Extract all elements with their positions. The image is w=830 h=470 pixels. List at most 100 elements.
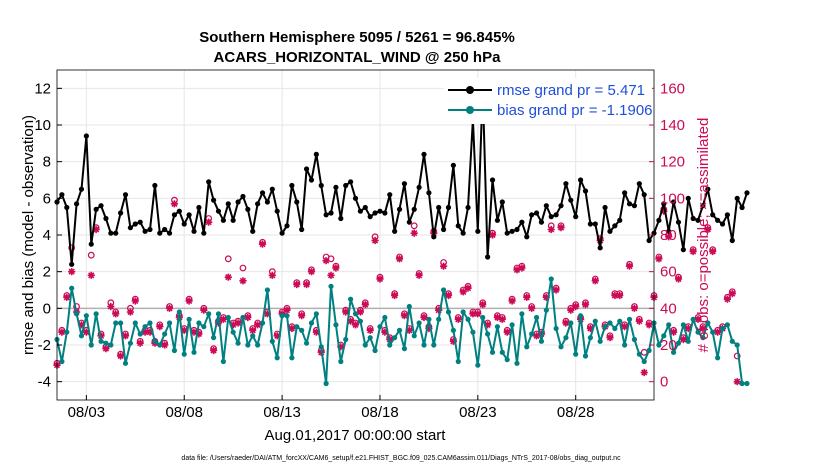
rmse-point <box>705 186 711 192</box>
rmse-point <box>514 226 520 233</box>
obs-assimilated-point <box>400 312 408 320</box>
obs-assimilated-point <box>621 323 629 331</box>
obs-assimilated-point <box>410 229 418 237</box>
obs-assimilated-point <box>508 297 516 305</box>
rmse-point <box>519 219 525 225</box>
y-axis-label-right: # of obs: o=possible; ×=assimilated <box>695 118 712 353</box>
bias-point <box>519 311 525 317</box>
rmse-point <box>162 226 168 233</box>
obs-assimilated-point <box>503 328 511 336</box>
y-axis-label-left: rmse and bias (model - observation) <box>20 115 37 355</box>
bias-point <box>387 342 393 348</box>
y-right-tick-label: 140 <box>660 117 685 134</box>
rmse-point <box>348 179 354 185</box>
obs-assimilated-point <box>63 293 71 301</box>
rmse-point <box>255 201 261 207</box>
obs-assimilated-point <box>195 330 203 338</box>
rmse-point <box>206 179 212 185</box>
rmse-point <box>440 226 447 233</box>
rmse-point <box>274 208 280 214</box>
bias-point <box>401 346 408 352</box>
bias-point <box>617 318 623 324</box>
obs-assimilated-point <box>258 240 267 248</box>
obs-assimilated-point <box>347 317 355 325</box>
rmse-point <box>465 204 471 211</box>
bias-point <box>210 335 217 341</box>
bias-point <box>118 320 124 326</box>
rmse-point <box>533 210 540 216</box>
x-axis-label: Aug.01,2017 00:00:00 start <box>265 427 447 444</box>
bias-point <box>558 344 564 350</box>
bias-point <box>675 340 682 346</box>
obs-assimilated-point <box>557 224 565 232</box>
rmse-point <box>181 221 187 227</box>
rmse-point <box>78 186 85 192</box>
line-layer <box>54 85 750 387</box>
rmse-point <box>284 223 290 229</box>
obs-assimilated-point <box>337 343 345 351</box>
bias-point <box>626 316 633 322</box>
bias-point <box>563 335 569 341</box>
obs-assimilated-point <box>342 308 350 316</box>
rmse-point <box>289 182 295 189</box>
obs-assimilated-point <box>533 332 541 340</box>
bias-point <box>524 344 530 350</box>
bias-point <box>318 344 324 350</box>
obs-assimilated-point <box>156 323 164 331</box>
rmse-point <box>269 186 275 192</box>
bias-point <box>670 349 677 355</box>
rmse-point <box>157 230 163 236</box>
bias-point <box>710 329 716 335</box>
bias-point <box>113 320 119 326</box>
bias-point <box>88 342 94 348</box>
bias-point <box>303 340 310 346</box>
obs-assimilated-point <box>694 315 702 323</box>
rmse-point <box>352 195 359 201</box>
rmse-point <box>641 192 647 198</box>
obs-assimilated-point <box>332 264 340 272</box>
rmse-point <box>245 206 251 212</box>
rmse-point <box>299 226 305 233</box>
bias-point <box>499 349 505 355</box>
obs-assimilated-point <box>488 231 497 239</box>
obs-assimilated-point <box>459 288 467 296</box>
rmse-point <box>724 212 731 218</box>
rmse-point <box>362 204 368 211</box>
bias-point <box>157 342 163 348</box>
obs-assimilated-point <box>591 277 599 285</box>
obs-assimilated-point <box>679 335 687 344</box>
bias-point <box>719 325 726 332</box>
bias-point <box>176 309 182 315</box>
bias-point <box>171 347 178 354</box>
rmse-point <box>191 228 197 234</box>
rmse-point <box>509 228 515 234</box>
obs-assimilated-point <box>244 313 252 322</box>
obs-assimilated-point <box>581 301 590 309</box>
bias-point <box>269 338 275 344</box>
obs-assimilated-point <box>415 271 423 279</box>
obs-assimilated-point <box>474 310 482 318</box>
rmse-point <box>343 182 349 189</box>
y-right-tick-label: 160 <box>660 80 685 97</box>
bias-point <box>362 342 368 348</box>
rmse-point <box>543 203 549 209</box>
rmse-point <box>489 177 496 183</box>
bias-point <box>240 314 246 321</box>
obs-assimilated-point <box>229 321 237 329</box>
obs-assimilated-point <box>625 262 634 270</box>
obs-assimilated-point <box>537 330 546 338</box>
rmse-point <box>372 210 378 216</box>
rmse-point <box>377 208 383 214</box>
bias-point <box>646 347 652 354</box>
obs-assimilated-point <box>562 319 570 327</box>
y-left-tick-label: 0 <box>43 300 51 317</box>
bias-point <box>465 316 471 322</box>
bias-point <box>411 333 417 339</box>
bias-point <box>587 335 593 341</box>
obs-assimilated-point <box>102 345 110 353</box>
obs-assimilated-point <box>381 328 389 336</box>
bias-point <box>460 309 466 315</box>
bias-point <box>166 320 173 326</box>
obs-assimilated-point <box>161 341 169 349</box>
legend-bias-marker <box>466 106 474 114</box>
